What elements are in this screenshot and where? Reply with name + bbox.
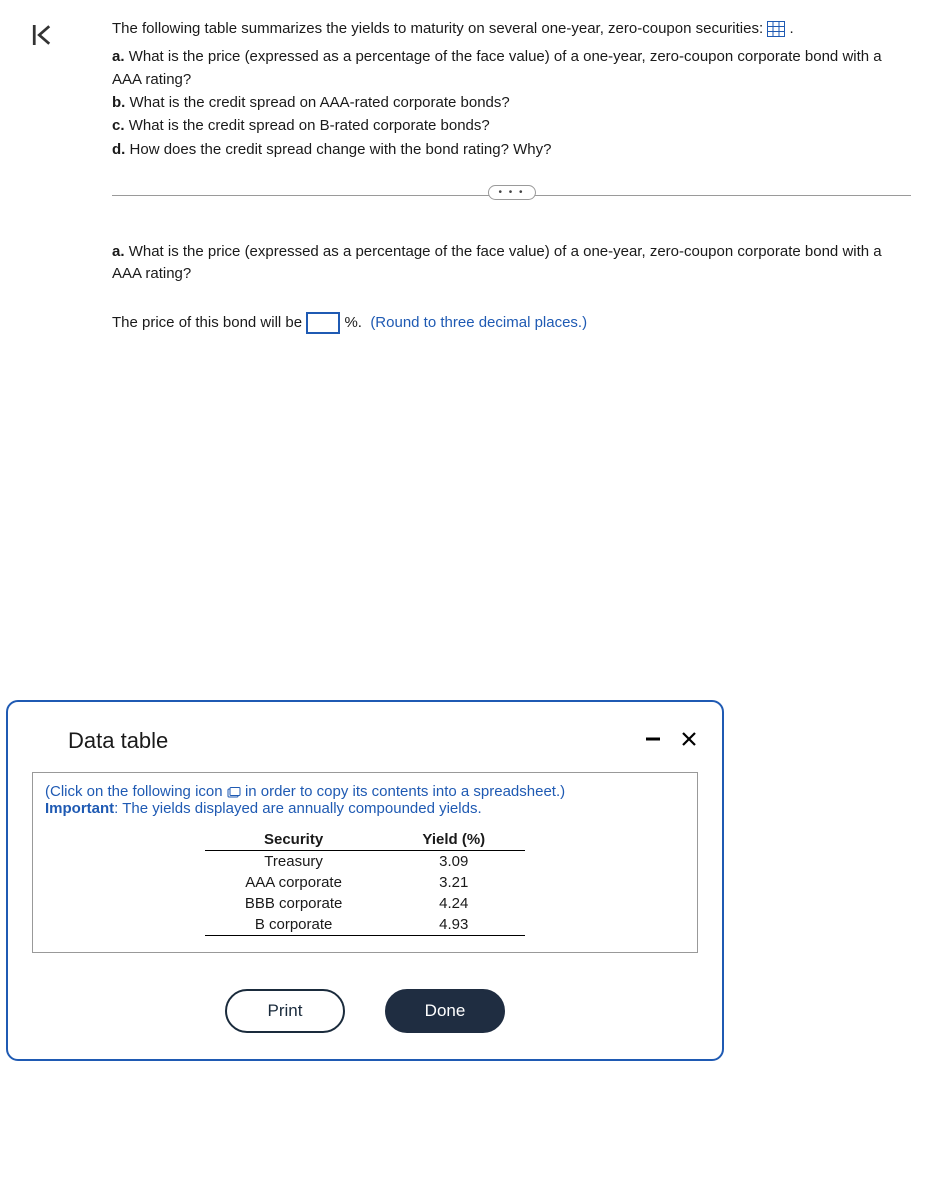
answer-prefix: The price of this bond will be: [112, 314, 302, 331]
cell-security: BBB corporate: [205, 893, 383, 914]
collapse-sidebar-button[interactable]: [28, 20, 58, 50]
minimize-button[interactable]: [644, 730, 662, 752]
col-security-header: Security: [205, 829, 383, 851]
subq-text: What is the price (expressed as a percen…: [112, 243, 882, 283]
modal-controls: [644, 730, 698, 752]
table-row: AAA corporate 3.21: [205, 872, 525, 893]
bond-price-input[interactable]: [306, 312, 340, 334]
modal-buttons: Print Done: [32, 989, 698, 1033]
section-divider: • • •: [112, 189, 911, 201]
cell-security: Treasury: [205, 851, 383, 873]
modal-header: Data table: [32, 728, 698, 754]
answer-line: The price of this bond will be %. (Round…: [112, 308, 911, 338]
data-table-icon[interactable]: [767, 21, 785, 37]
question-d: d. How does the credit spread change wit…: [112, 138, 911, 161]
intro-text-span: The following table summarizes the yield…: [112, 20, 763, 37]
q-d-label: d.: [112, 141, 125, 158]
done-button[interactable]: Done: [385, 989, 505, 1033]
cell-security: B corporate: [205, 914, 383, 936]
q-c-label: c.: [112, 117, 125, 134]
answer-hint: (Round to three decimal places.): [370, 314, 587, 331]
answer-unit: %.: [344, 314, 362, 331]
important-note: Important: The yields displayed are annu…: [45, 800, 685, 817]
copy-hint-pre: (Click on the following icon: [45, 783, 223, 800]
data-table-modal: Data table (Click on the following icon …: [6, 700, 724, 1061]
q-c-text: What is the credit spread on B-rated cor…: [129, 117, 490, 134]
table-row: Treasury 3.09: [205, 851, 525, 873]
modal-title: Data table: [32, 728, 168, 754]
subq-label: a.: [112, 243, 125, 260]
cell-yield: 4.93: [382, 914, 525, 936]
cell-yield: 3.09: [382, 851, 525, 873]
copy-icon[interactable]: [227, 786, 241, 798]
important-text: : The yields displayed are annually comp…: [114, 800, 481, 817]
q-b-text: What is the credit spread on AAA-rated c…: [130, 94, 510, 111]
cell-security: AAA corporate: [205, 872, 383, 893]
intro-text: The following table summarizes the yield…: [112, 18, 911, 41]
q-b-label: b.: [112, 94, 125, 111]
important-label: Important: [45, 800, 114, 817]
intro-period: .: [789, 20, 793, 37]
table-row: BBB corporate 4.24: [205, 893, 525, 914]
subquestion-a: a. What is the price (expressed as a per…: [112, 241, 911, 286]
question-content: The following table summarizes the yield…: [0, 0, 941, 356]
copy-hint-post: in order to copy its contents into a spr…: [245, 783, 565, 800]
close-button[interactable]: [680, 730, 698, 752]
question-list: a. What is the price (expressed as a per…: [112, 45, 911, 161]
expand-button[interactable]: • • •: [487, 185, 535, 200]
copy-hint: (Click on the following icon in order to…: [45, 783, 685, 800]
yields-table: Security Yield (%) Treasury 3.09 AAA cor…: [205, 829, 525, 936]
question-b: b. What is the credit spread on AAA-rate…: [112, 91, 911, 114]
print-button[interactable]: Print: [225, 989, 345, 1033]
q-a-label: a.: [112, 48, 125, 65]
table-row: B corporate 4.93: [205, 914, 525, 936]
q-d-text: How does the credit spread change with t…: [130, 141, 552, 158]
question-c: c. What is the credit spread on B-rated …: [112, 114, 911, 137]
modal-body: (Click on the following icon in order to…: [32, 772, 698, 953]
table-header-row: Security Yield (%): [205, 829, 525, 851]
question-a: a. What is the price (expressed as a per…: [112, 45, 911, 92]
cell-yield: 4.24: [382, 893, 525, 914]
cell-yield: 3.21: [382, 872, 525, 893]
q-a-text: What is the price (expressed as a percen…: [112, 48, 882, 88]
col-yield-header: Yield (%): [382, 829, 525, 851]
